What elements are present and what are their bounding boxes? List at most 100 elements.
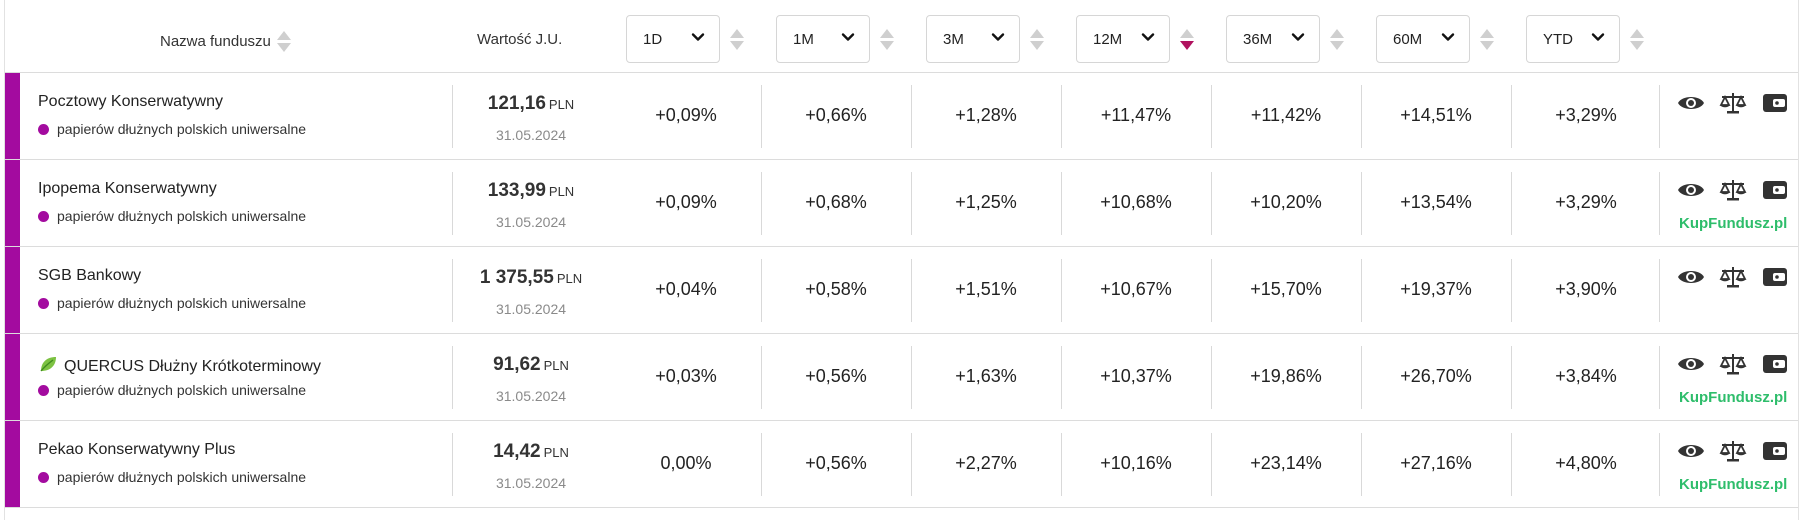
return-1m: +0,66% [805, 105, 867, 125]
wallet-icon[interactable] [1761, 352, 1789, 381]
fund-category: papierów dłużnych polskich uniwersalne [38, 469, 306, 485]
row-actions [1677, 439, 1789, 468]
return-3m: +1,51% [955, 279, 1017, 299]
eye-icon[interactable] [1677, 91, 1705, 120]
fund-name-link[interactable]: Ipopema Konserwatywny [38, 180, 217, 198]
unit-value-amount: 14,42 [493, 441, 541, 462]
fund-name-link[interactable]: Pekao Konserwatywny Plus [38, 441, 235, 459]
wallet-icon[interactable] [1761, 178, 1789, 207]
unit-value-currency: PLN [548, 97, 575, 112]
sort-arrows-icon[interactable] [1030, 28, 1044, 50]
eye-icon[interactable] [1677, 439, 1705, 468]
period-select-value: 1M [793, 30, 814, 48]
unit-value: 121,16 PLN [453, 93, 609, 115]
period-select[interactable]: 3M [926, 15, 1020, 63]
table-row[interactable]: SGB Bankowy papierów dłużnych polskich un… [5, 247, 1798, 334]
return-1m: +0,68% [805, 192, 867, 212]
table-row[interactable]: Ipopema Konserwatywny papierów dłużnych p… [5, 160, 1798, 247]
sort-arrows-icon[interactable] [880, 28, 894, 50]
sort-arrows-icon[interactable] [1330, 28, 1344, 50]
scale-icon[interactable] [1719, 178, 1747, 207]
scale-icon[interactable] [1719, 439, 1747, 468]
period-select-group: 1D [626, 14, 744, 64]
fund-name-link[interactable]: SGB Bankowy [38, 267, 141, 285]
column-divider [452, 346, 453, 409]
sort-arrows-icon[interactable] [276, 31, 291, 52]
return-36m: +23,14% [1250, 453, 1322, 473]
chevron-down-icon [841, 30, 855, 48]
period-select[interactable]: YTD [1526, 15, 1620, 63]
column-divider [911, 346, 912, 409]
valuation-date: 31.05.2024 [495, 301, 567, 317]
wallet-icon[interactable] [1761, 265, 1789, 294]
column-divider [1511, 172, 1512, 235]
category-dot-icon [38, 123, 49, 135]
eye-icon[interactable] [1677, 178, 1705, 207]
column-divider [1361, 172, 1362, 235]
wallet-icon[interactable] [1761, 439, 1789, 468]
eye-icon[interactable] [1677, 352, 1705, 381]
table-row[interactable]: Pocztowy Konserwatywny papierów dłużnych … [5, 73, 1798, 160]
column-header-name[interactable]: Nazwa funduszu [160, 31, 291, 52]
column-divider [1361, 85, 1362, 148]
return-60m: +13,54% [1400, 192, 1472, 212]
return-1d: 0,00% [660, 453, 712, 473]
fund-table: Nazwa funduszu Wartość J.U. 1D 1M 3M 12M 36M… [4, 0, 1799, 520]
column-divider [452, 85, 453, 148]
chevron-down-icon [1291, 30, 1305, 48]
valuation-date: 31.05.2024 [495, 388, 567, 404]
unit-value-amount: 133,99 [487, 180, 546, 201]
period-select-value: 60M [1393, 30, 1423, 48]
column-header-name-label: Nazwa funduszu [160, 33, 271, 50]
column-divider [761, 259, 762, 322]
return-ytd: +3,29% [1555, 192, 1617, 212]
fund-name-link[interactable]: Pocztowy Konserwatywny [38, 93, 223, 111]
period-select[interactable]: 60M [1376, 15, 1470, 63]
fund-name-link[interactable]: QUERCUS Dłużny Krótkoterminowy [38, 354, 321, 379]
column-divider [1511, 433, 1512, 496]
unit-value-amount: 1 375,55 [479, 267, 554, 288]
eye-icon[interactable] [1677, 265, 1705, 294]
column-divider [1511, 85, 1512, 148]
row-actions [1677, 178, 1789, 207]
valuation-date: 31.05.2024 [495, 127, 567, 143]
column-divider [1211, 346, 1212, 409]
row-accent-bar [5, 421, 20, 507]
scale-icon[interactable] [1719, 352, 1747, 381]
return-1d: +0,09% [655, 192, 717, 212]
column-divider [1211, 85, 1212, 148]
kupfundusz-link[interactable]: KupFundusz.pl [1679, 215, 1788, 232]
period-select[interactable]: 36M [1226, 15, 1320, 63]
row-actions [1677, 352, 1789, 381]
table-row[interactable]: Pekao Konserwatywny Plus papierów dłużnyc… [5, 421, 1798, 508]
period-select-value: 1D [643, 30, 663, 48]
return-36m: +19,86% [1250, 366, 1322, 386]
return-ytd: +3,29% [1555, 105, 1617, 125]
period-select-group: 12M [1076, 14, 1194, 64]
column-divider [1061, 85, 1062, 148]
unit-value-currency: PLN [543, 358, 569, 373]
return-36m: +11,42% [1250, 105, 1322, 125]
scale-icon[interactable] [1719, 91, 1747, 120]
wallet-icon[interactable] [1761, 91, 1789, 120]
period-select[interactable]: 1M [776, 15, 870, 63]
row-accent-bar [5, 247, 20, 333]
table-row[interactable]: QUERCUS Dłużny Krótkoterminowy papierów d… [5, 334, 1798, 421]
scale-icon[interactable] [1719, 265, 1747, 294]
column-divider [1511, 259, 1512, 322]
period-select-group: 36M [1226, 14, 1344, 64]
return-60m: +19,37% [1400, 279, 1472, 299]
sort-arrows-icon[interactable] [730, 28, 744, 50]
fund-category-label: papierów dłużnych polskich uniwersalne [57, 382, 307, 398]
column-divider [1659, 172, 1660, 235]
kupfundusz-link[interactable]: KupFundusz.pl [1679, 476, 1788, 493]
column-divider [1061, 172, 1062, 235]
sort-arrows-icon[interactable] [1480, 28, 1494, 50]
period-select[interactable]: 12M [1076, 15, 1170, 63]
sort-arrows-icon[interactable] [1180, 28, 1194, 50]
sort-arrows-icon[interactable] [1630, 28, 1644, 50]
column-divider [452, 433, 453, 496]
kupfundusz-link[interactable]: KupFundusz.pl [1679, 389, 1788, 406]
period-select-value: 3M [943, 30, 964, 48]
period-select[interactable]: 1D [626, 15, 720, 63]
